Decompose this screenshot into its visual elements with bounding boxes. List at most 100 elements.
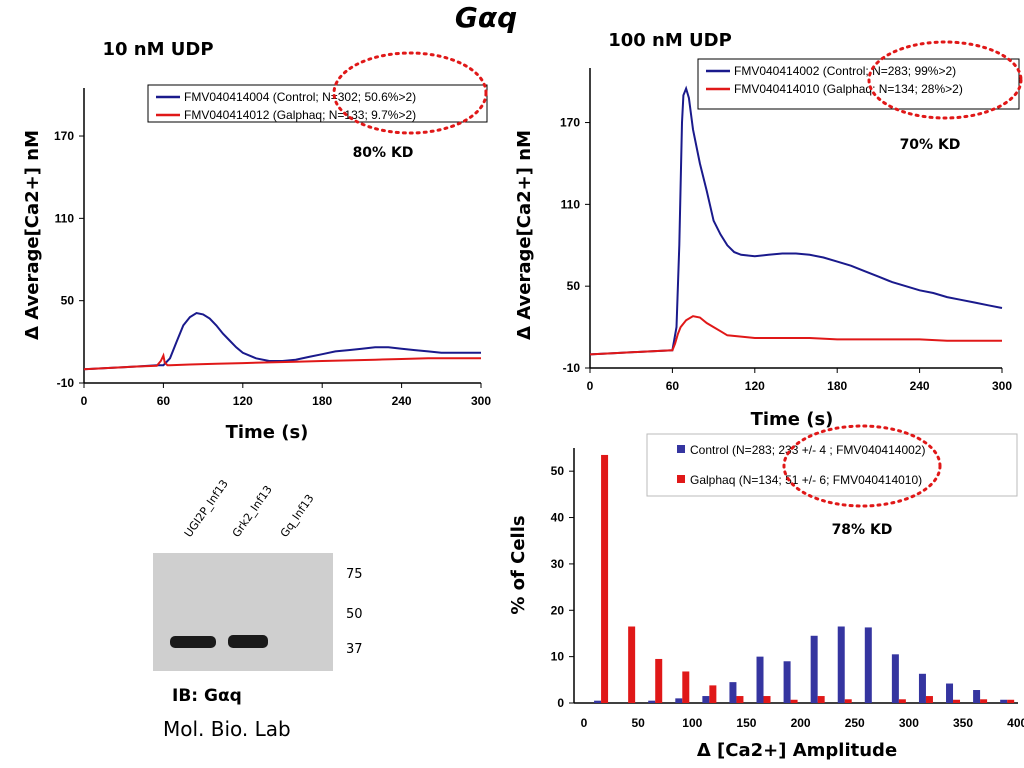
chart3-x-tick-label: 200 xyxy=(791,716,811,730)
chart1-x-tick-label: 120 xyxy=(233,394,253,408)
chart3-bar-galphaq xyxy=(682,671,690,703)
chart2-series-line xyxy=(589,85,1003,356)
chart3-bar-control xyxy=(702,696,710,703)
chart2-kd-circle xyxy=(867,40,1023,120)
chart3-bar-control xyxy=(783,661,791,703)
chart3-bar-galphaq xyxy=(763,696,771,703)
blot-lane-label: UGI2P_Inf13 xyxy=(182,477,231,539)
chart3-bar-control xyxy=(946,683,954,703)
chart3-x-tick-label: 400 xyxy=(1007,716,1024,730)
chart1-y-tick-label: 170 xyxy=(54,129,74,143)
chart2-annotation: 70% KD xyxy=(900,137,961,153)
chart2-y-tick-label: 110 xyxy=(561,197,581,211)
blot-band xyxy=(228,635,268,648)
chart3-bar-control xyxy=(837,626,845,703)
chart3-y-tick-label: 50 xyxy=(551,464,565,478)
chart1-x-tick-label: 240 xyxy=(392,394,412,408)
chart3-legend: Control (N=283; 233 +/- 4 ; FMV040414002… xyxy=(646,433,1018,497)
chart2-x-tick-label: 300 xyxy=(992,379,1012,393)
chart3-x-tick-label: 50 xyxy=(631,716,645,730)
chart2-legend-box xyxy=(697,58,1020,110)
chart1-legend-box xyxy=(147,84,488,123)
chart1-xlabel: Time (s) xyxy=(226,422,309,443)
chart2-y-tick-label: 170 xyxy=(560,116,580,130)
chart1-x-tick-label: 180 xyxy=(312,394,332,408)
chart3-x-tick-label: 150 xyxy=(736,716,756,730)
chart3-x-tick-label: 0 xyxy=(581,716,588,730)
chart3-bar-galphaq xyxy=(655,658,663,703)
chart3-x-tick-label: 100 xyxy=(682,716,702,730)
chart-10nm-udp: 10 nM UDP 0 60 120 180 240 300 -10 50 110 170 FMV… xyxy=(22,39,491,443)
chart1-ylabel: Δ Average[Ca2+] nM xyxy=(22,130,43,340)
chart1-x-tick-label: 60 xyxy=(157,394,171,408)
chart3-y-tick-label: 40 xyxy=(551,511,565,525)
chart2-title: 100 nM UDP xyxy=(608,30,732,51)
chart2-legend-entry: FMV040414002 (Control; N=283; 99%>2) xyxy=(734,64,956,78)
chart1-legend-entry: FMV040414004 (Control; N=302; 50.6%>2) xyxy=(184,90,416,104)
chart3-legend-entry: Control (N=283; 233 +/- 4 ; FMV040414002… xyxy=(690,443,925,457)
chart1-series-line xyxy=(83,352,481,371)
chart3-ylabel: % of Cells xyxy=(508,515,529,614)
chart3-bar-galphaq xyxy=(709,685,717,703)
chart2-x-tick-label: 180 xyxy=(827,379,847,393)
chart2-legend: FMV040414002 (Control; N=283; 99%>2) FMV0… xyxy=(697,58,1020,110)
chart3-bar-galphaq xyxy=(628,626,636,703)
lab-name: Mol. Bio. Lab xyxy=(163,717,291,741)
chart2-ylabel: Δ Average[Ca2+] nM xyxy=(514,130,535,340)
chart3-xlabel: Δ [Ca2+] Amplitude xyxy=(697,740,897,761)
chart3-legend-box xyxy=(646,433,1018,497)
chart1-legend: FMV040414004 (Control; N=302; 50.6%>2) FM… xyxy=(147,84,488,123)
chart1-y-tick-label: 110 xyxy=(55,211,75,225)
chart3-y-tick-label: 10 xyxy=(551,650,565,664)
chart3-bar-control xyxy=(594,700,602,703)
chart3-bar-control xyxy=(973,690,981,703)
chart1-kd-circle xyxy=(332,51,488,135)
chart3-y-tick-label: 0 xyxy=(557,696,564,710)
chart1-annotation: 80% KD xyxy=(353,145,414,161)
blot-marker: 50 xyxy=(346,607,363,622)
chart3-bar-control xyxy=(891,654,899,703)
chart3-bar-galphaq xyxy=(844,699,852,703)
chart3-bar-control xyxy=(1000,699,1008,703)
chart3-x-tick-label: 250 xyxy=(845,716,865,730)
chart3-bar-galphaq xyxy=(736,696,744,703)
slide-title: Gαq xyxy=(455,1,517,34)
chart2-y-tick-label: -10 xyxy=(563,361,581,375)
chart3-bar-galphaq xyxy=(953,699,961,703)
chart-amplitude-histogram: 0 10 20 30 40 50 0 50 100 150 200 250 300 350 400 Cont… xyxy=(508,424,1024,761)
chart1-title: 10 nM UDP xyxy=(102,39,213,60)
chart1-x-tick-label: 0 xyxy=(81,394,88,408)
chart-100nm-udp: 100 nM UDP 0 60 120 180 240 300 -10 50 110 170 FM… xyxy=(514,30,1023,430)
chart3-bar-galphaq xyxy=(898,699,906,703)
chart1-y-tick-label: 50 xyxy=(61,294,75,308)
chart3-annotation: 78% KD xyxy=(832,522,893,538)
western-blot: UGI2P_Inf13 Grk2_Inf13 Gq_Inf13 75 50 37… xyxy=(153,477,363,741)
chart3-bar-galphaq xyxy=(1007,699,1015,703)
chart3-bar-control xyxy=(864,627,872,703)
chart3-legend-swatch xyxy=(677,445,685,453)
chart2-x-tick-label: 0 xyxy=(587,379,594,393)
blot-ib-label: IB: Gαq xyxy=(172,686,242,706)
blot-membrane xyxy=(153,553,333,671)
chart3-x-tick-label: 300 xyxy=(899,716,919,730)
blot-marker: 37 xyxy=(346,642,363,657)
chart3-bar-galphaq xyxy=(817,696,825,703)
chart1-x-tick-label: 300 xyxy=(471,394,491,408)
chart3-bar-control xyxy=(675,698,683,703)
chart2-x-tick-label: 60 xyxy=(666,379,680,393)
chart3-legend-swatch xyxy=(677,475,685,483)
chart3-y-tick-label: 20 xyxy=(551,603,565,617)
chart3-bar-galphaq xyxy=(925,696,933,703)
blot-marker: 75 xyxy=(346,567,363,582)
chart3-bar-control xyxy=(810,635,818,703)
chart3-bar-galphaq xyxy=(790,699,798,703)
chart2-legend-entry: FMV040414010 (Galphaq; N=134; 28%>2) xyxy=(734,82,963,96)
chart3-legend-entry: Galphaq (N=134; 51 +/- 6; FMV040414010) xyxy=(690,473,922,487)
chart3-bar-galphaq xyxy=(601,454,609,703)
chart3-bar-control xyxy=(918,673,926,703)
chart1-series-line xyxy=(83,311,481,371)
chart1-y-tick-label: -10 xyxy=(57,376,75,390)
blot-lane-label: Gq_Inf13 xyxy=(278,492,317,540)
chart2-x-tick-label: 120 xyxy=(745,379,765,393)
